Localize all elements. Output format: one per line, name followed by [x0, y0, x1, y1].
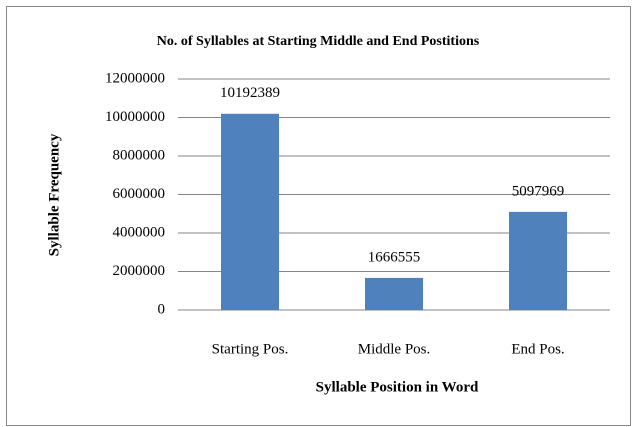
y-tick-label: 8000000 — [113, 147, 166, 163]
y-tick-label: 4000000 — [113, 224, 166, 240]
x-tick-label: End Pos. — [511, 341, 564, 357]
bar — [365, 277, 423, 310]
y-axis-title: Syllable Frequency — [46, 133, 62, 256]
x-axis-title: Syllable Position in Word — [316, 379, 479, 395]
y-tick-label: 0 — [158, 301, 166, 317]
data-label: 5097969 — [512, 183, 565, 199]
y-tick-label: 12000000 — [105, 70, 165, 86]
chart-title: No. of Syllables at Starting Middle and … — [157, 34, 480, 49]
y-tick-label: 6000000 — [113, 186, 166, 202]
y-tick-label: 10000000 — [105, 109, 165, 125]
bar — [509, 211, 567, 310]
bar — [221, 113, 279, 310]
x-tick-label: Starting Pos. — [212, 341, 289, 357]
data-label: 1666555 — [368, 249, 421, 265]
y-tick-label: 2000000 — [113, 263, 166, 279]
x-tick-label: Middle Pos. — [358, 341, 431, 357]
data-label: 10192389 — [220, 85, 280, 101]
